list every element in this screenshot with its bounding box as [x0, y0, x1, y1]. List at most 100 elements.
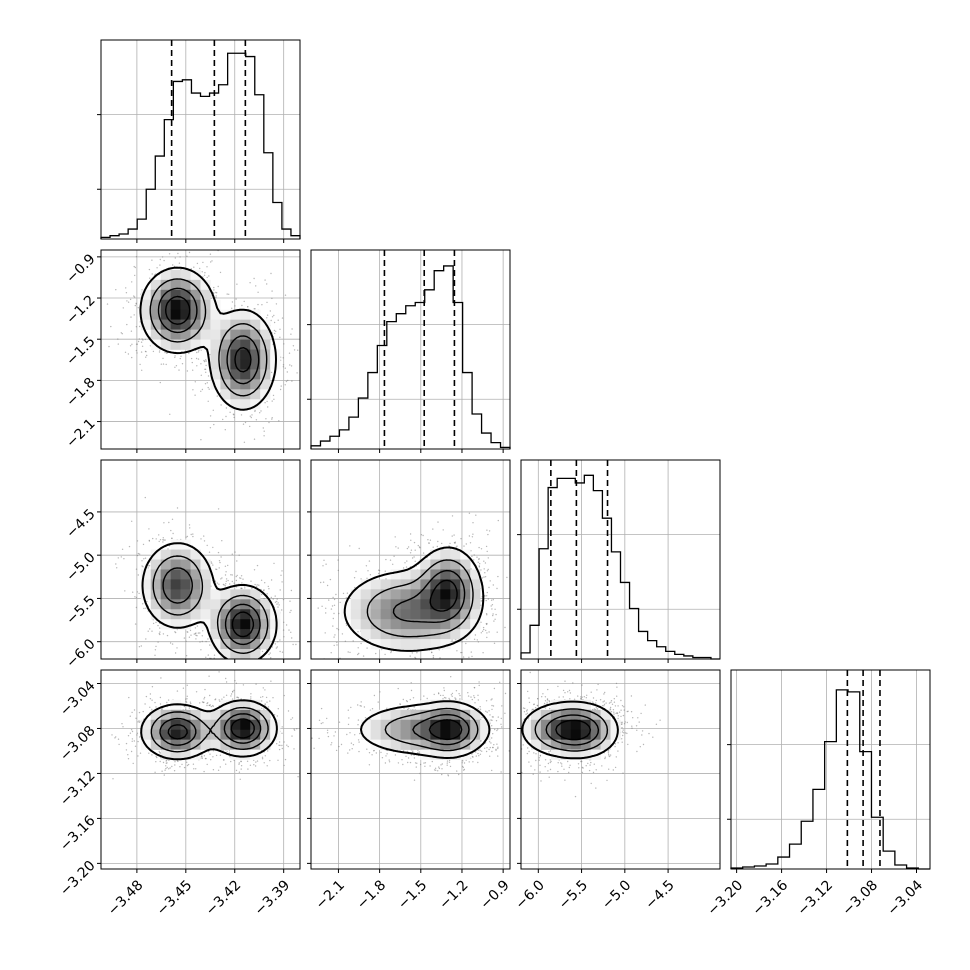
sample-point — [477, 641, 480, 643]
sample-point — [407, 546, 410, 548]
sample-point — [264, 582, 266, 584]
density-cell — [190, 609, 201, 620]
sample-point — [462, 656, 465, 658]
sample-point — [249, 282, 251, 284]
sample-point — [413, 541, 416, 544]
sample-point — [271, 316, 274, 318]
sample-point — [120, 332, 123, 334]
sample-point — [390, 651, 392, 654]
sample-point — [222, 418, 224, 421]
sample-point — [188, 524, 191, 526]
sample-point — [282, 364, 285, 366]
sample-point — [266, 314, 269, 316]
density-cell — [230, 339, 241, 350]
density-cell — [380, 589, 391, 600]
sample-point — [141, 369, 143, 371]
density-cell — [380, 609, 391, 620]
density-cell — [190, 599, 201, 610]
sample-point — [112, 778, 114, 780]
sample-point — [261, 304, 263, 306]
density-cell — [450, 549, 461, 560]
sample-point — [437, 540, 439, 543]
density-cell — [400, 599, 411, 610]
density-cell — [360, 589, 371, 600]
sample-point — [248, 664, 249, 665]
sample-point — [266, 688, 267, 689]
sample-point — [463, 545, 465, 547]
sample-point — [486, 636, 488, 639]
histogram-step — [730, 689, 930, 870]
sample-point — [211, 260, 213, 262]
sample-point — [192, 533, 194, 535]
density-cell — [140, 299, 152, 310]
sample-point — [269, 652, 271, 654]
density-cell — [150, 279, 161, 291]
sample-point — [217, 661, 218, 662]
sample-point — [291, 380, 293, 382]
sample-point — [496, 631, 498, 633]
density-cell — [420, 589, 431, 600]
density-cell — [210, 349, 221, 360]
sample-point — [442, 529, 444, 531]
sample-point — [432, 656, 435, 659]
sample-point — [250, 580, 252, 582]
sample-point — [325, 607, 327, 609]
sample-point — [163, 232, 164, 233]
sample-point — [290, 631, 292, 633]
sample-point — [324, 632, 326, 634]
sample-point — [353, 577, 356, 579]
density-cell — [360, 619, 371, 630]
sample-point — [275, 647, 278, 649]
density-cell — [170, 319, 181, 330]
sample-point — [406, 547, 409, 550]
density-cell — [150, 569, 161, 580]
scatter-panel-2-1 — [97, 232, 301, 453]
sample-point — [377, 572, 380, 575]
sample-point — [255, 419, 258, 421]
sample-point — [290, 333, 292, 335]
sample-point — [409, 533, 412, 535]
sample-point — [141, 560, 143, 562]
sample-point — [216, 582, 218, 584]
sample-point — [279, 589, 281, 591]
sample-point — [252, 661, 253, 662]
sample-point — [224, 585, 227, 587]
density-cell — [250, 359, 261, 370]
sample-point — [263, 430, 265, 432]
sample-point — [116, 567, 118, 569]
sample-point — [326, 584, 329, 587]
sample-point — [135, 606, 138, 609]
density-cell — [400, 609, 411, 620]
sample-point — [115, 563, 117, 565]
sample-point — [360, 642, 362, 645]
sample-point — [346, 592, 349, 594]
sample-point — [245, 663, 246, 664]
sample-point — [217, 769, 220, 771]
density-cell — [150, 559, 161, 570]
sample-point — [192, 389, 194, 391]
density-cell — [160, 269, 171, 281]
sample-point — [244, 421, 247, 424]
sample-point — [181, 363, 184, 365]
contour-line — [165, 295, 252, 373]
sample-point — [290, 609, 292, 612]
sample-point — [225, 694, 228, 696]
sample-point — [134, 596, 136, 598]
density-cell — [240, 649, 251, 659]
sample-point — [465, 543, 467, 545]
sample-point — [210, 561, 212, 563]
sample-point — [385, 578, 387, 580]
sample-point — [325, 612, 327, 614]
sample-point — [206, 382, 208, 384]
sample-point — [231, 553, 233, 555]
sample-point — [478, 546, 480, 549]
density-cell — [190, 549, 201, 560]
sample-point — [212, 409, 214, 411]
sample-point — [336, 641, 338, 644]
sample-point — [410, 539, 412, 541]
sample-point — [129, 298, 132, 301]
sample-point — [185, 640, 187, 642]
sample-point — [203, 540, 206, 542]
sample-point — [134, 623, 137, 625]
